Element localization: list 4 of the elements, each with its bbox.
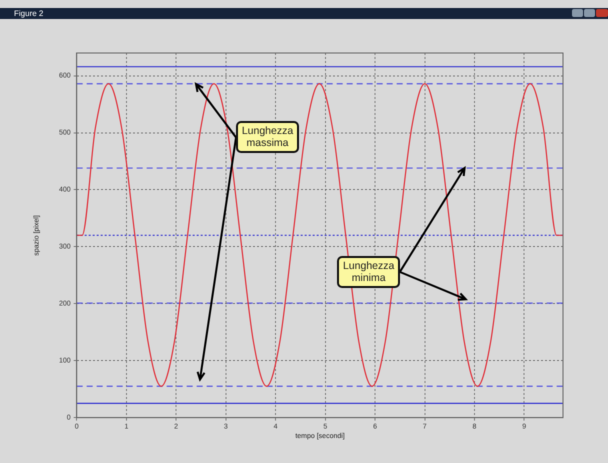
line-series	[76, 83, 563, 387]
annotation: Lunghezza massima	[236, 120, 300, 153]
chart-title: Figure 2	[14, 8, 44, 19]
annotation: Lunghezza minima	[336, 256, 400, 288]
